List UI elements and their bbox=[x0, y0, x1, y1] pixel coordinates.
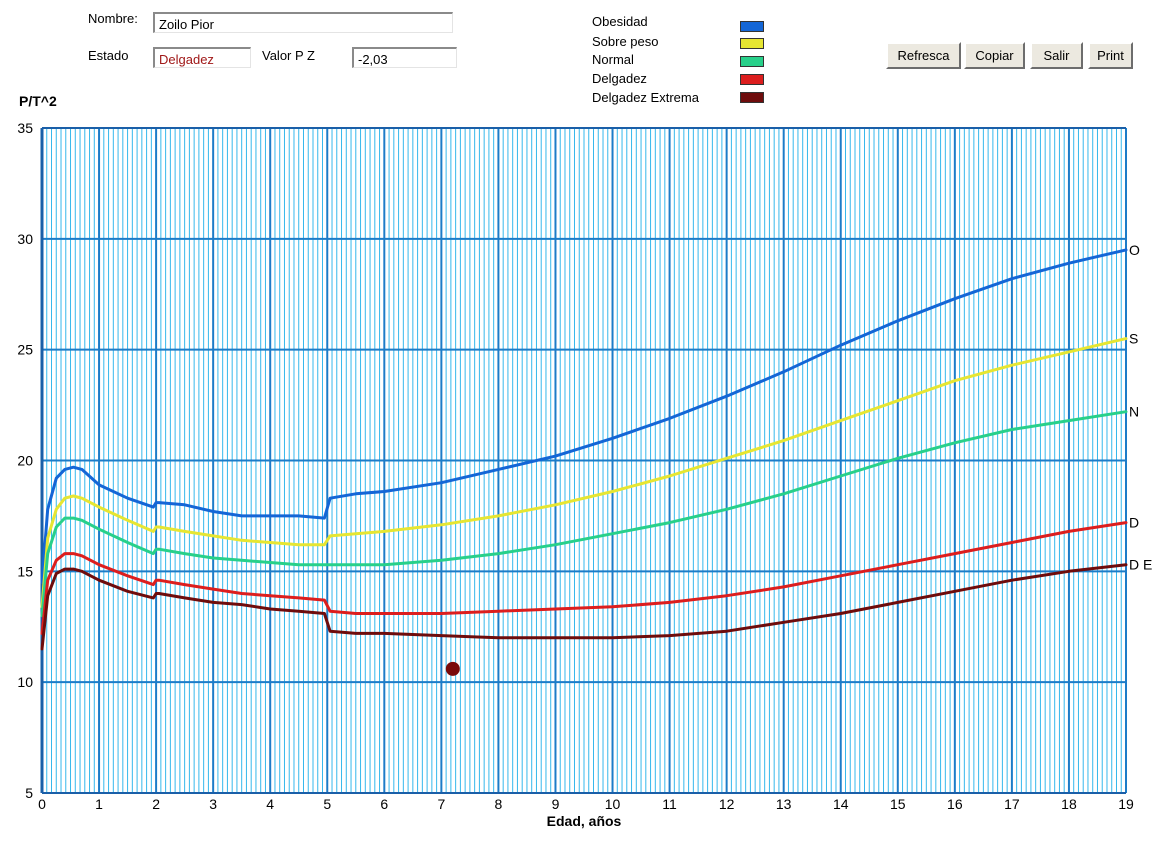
x-tick-label: 16 bbox=[947, 796, 963, 812]
nombre-field[interactable]: Zoilo Pior bbox=[153, 12, 453, 33]
legend-label-delgadez-extrema: Delgadez Extrema bbox=[592, 90, 699, 105]
y-tick-label: 20 bbox=[17, 453, 33, 469]
y-tick-label: 30 bbox=[17, 231, 33, 247]
series-end-label: D E bbox=[1129, 557, 1152, 573]
x-tick-label: 14 bbox=[833, 796, 849, 812]
legend-label-delgadez: Delgadez bbox=[592, 71, 647, 86]
x-tick-label: 9 bbox=[552, 796, 560, 812]
series-line-0 bbox=[40, 248, 1128, 584]
series-end-labels: O S N D D E bbox=[1129, 242, 1152, 573]
legend-swatch-delgadez bbox=[740, 74, 764, 85]
legend-label-obesidad: Obesidad bbox=[592, 14, 648, 29]
series-line-3 bbox=[40, 521, 1128, 635]
x-tick-label: 4 bbox=[266, 796, 274, 812]
x-tick-label: 13 bbox=[776, 796, 792, 812]
x-tick-label: 19 bbox=[1118, 796, 1134, 812]
legend-swatch-delgadez-extrema bbox=[740, 92, 764, 103]
y-tick-label: 5 bbox=[25, 785, 33, 801]
x-tick-label: 12 bbox=[719, 796, 735, 812]
refresca-button[interactable]: Refresca bbox=[886, 42, 961, 69]
legend-swatch-obesidad bbox=[740, 21, 764, 32]
patient-point bbox=[445, 661, 460, 676]
x-tick-label: 0 bbox=[38, 796, 46, 812]
x-tick-label: 5 bbox=[323, 796, 331, 812]
estado-label: Estado bbox=[88, 48, 129, 63]
x-tick-label: 17 bbox=[1004, 796, 1020, 812]
legend-label-sobre-peso: Sobre peso bbox=[592, 34, 659, 49]
x-tick-label: 7 bbox=[437, 796, 445, 812]
curves bbox=[40, 248, 1128, 651]
major-grid bbox=[40, 127, 1127, 794]
salir-button[interactable]: Salir bbox=[1030, 42, 1083, 69]
y-tick-label: 35 bbox=[17, 120, 33, 136]
valorpz-label: Valor P Z bbox=[262, 48, 315, 63]
print-button[interactable]: Print bbox=[1088, 42, 1133, 69]
valorpz-field[interactable]: -2,03 bbox=[352, 47, 457, 68]
legend-label-normal: Normal bbox=[592, 52, 634, 67]
x-axis-label: Edad, años bbox=[547, 813, 622, 829]
copiar-button[interactable]: Copiar bbox=[964, 42, 1025, 69]
estado-field[interactable]: Delgadez bbox=[153, 47, 251, 68]
x-tick-label: 8 bbox=[495, 796, 503, 812]
x-tick-label: 11 bbox=[662, 796, 677, 812]
x-tick-label: 10 bbox=[605, 796, 621, 812]
x-tick-label: 6 bbox=[380, 796, 388, 812]
y-tick-label: 25 bbox=[17, 342, 33, 358]
x-tick-label: 3 bbox=[209, 796, 217, 812]
legend-swatch-normal bbox=[740, 56, 764, 67]
x-tick-label: 15 bbox=[890, 796, 906, 812]
series-line-4 bbox=[40, 563, 1128, 651]
nombre-label: Nombre: bbox=[88, 11, 138, 26]
y-tick-label: 15 bbox=[17, 563, 33, 579]
x-tick-label: 18 bbox=[1061, 796, 1077, 812]
series-end-label: D bbox=[1129, 515, 1139, 531]
x-tick-label: 2 bbox=[152, 796, 160, 812]
y-axis-label: P/T^2 bbox=[19, 93, 57, 109]
series-end-label: N bbox=[1129, 404, 1139, 420]
legend-swatch-sobre-peso bbox=[740, 38, 764, 49]
series-line-2 bbox=[40, 410, 1128, 618]
series-line-1 bbox=[40, 337, 1128, 609]
x-tick-label: 1 bbox=[95, 796, 103, 812]
y-tick-label: 10 bbox=[17, 674, 33, 690]
patient-markers bbox=[445, 661, 460, 676]
series-end-label: O bbox=[1129, 242, 1140, 258]
series-end-label: S bbox=[1129, 331, 1138, 347]
